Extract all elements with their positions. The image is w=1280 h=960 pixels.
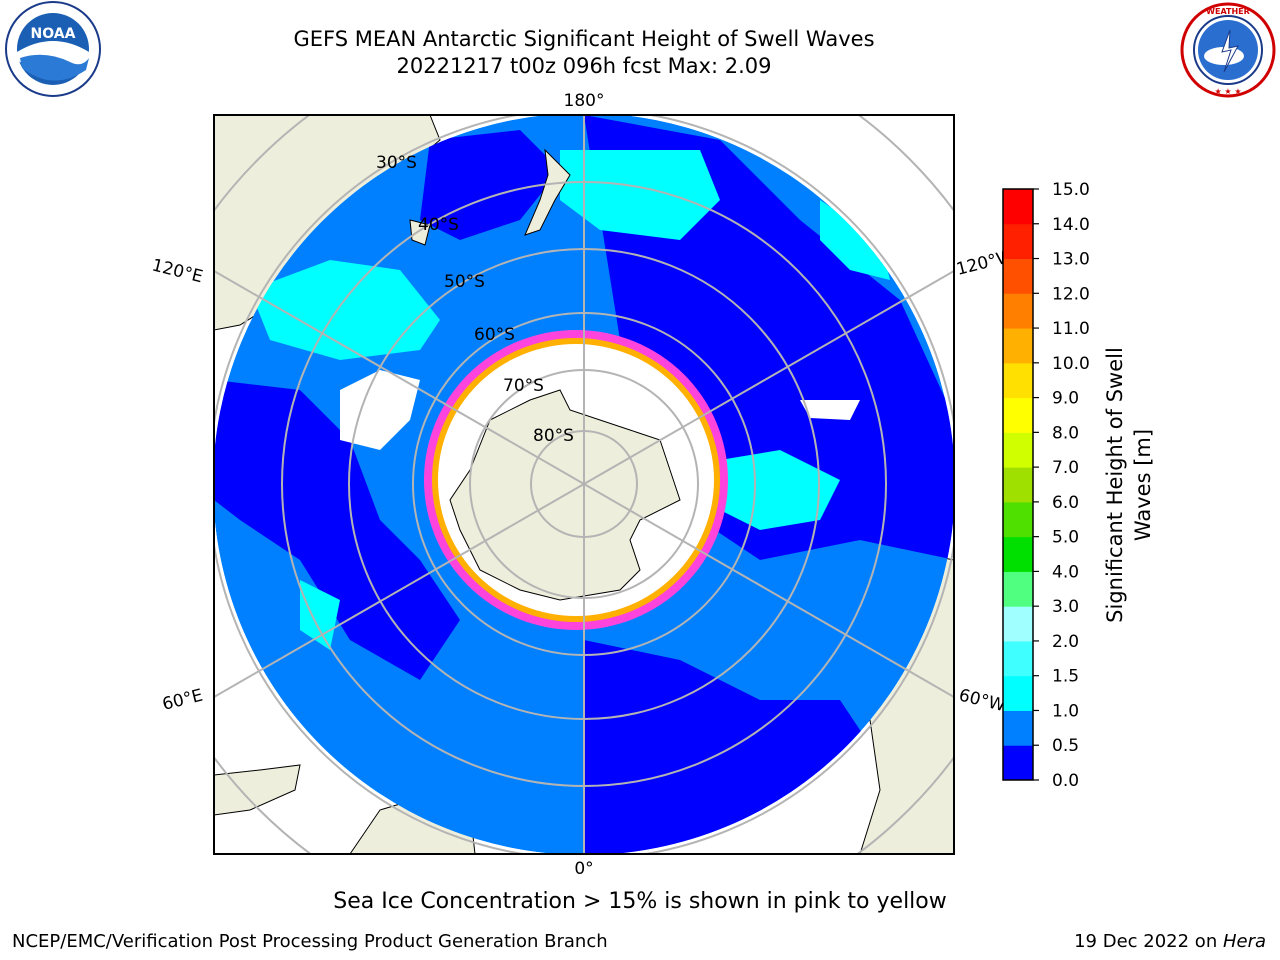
colorbar-tick-label: 12.0 bbox=[1052, 284, 1090, 304]
graticule bbox=[214, 115, 954, 854]
colorbar-label-line1: Significant Height of Swell bbox=[1103, 347, 1127, 623]
colorbar-segment bbox=[1003, 501, 1033, 538]
colorbar-tick-label: 0.5 bbox=[1052, 736, 1079, 756]
parallel-label-80s: 80°S bbox=[533, 426, 574, 446]
nws-logo-icon: WEATHER ★ ★ ★ bbox=[1180, 2, 1276, 98]
colorbar-tick-label: 2.0 bbox=[1052, 632, 1079, 652]
parallel-label-40s: 40°S bbox=[418, 215, 459, 235]
colorbar-segment bbox=[1003, 258, 1033, 294]
colorbar-segment bbox=[1003, 571, 1033, 607]
noaa-logo-text: NOAA bbox=[31, 26, 76, 42]
colorbar-label-line2: Waves [m] bbox=[1131, 429, 1155, 541]
chart-title: GEFS MEAN Antarctic Significant Height o… bbox=[293, 27, 875, 51]
meridian-label-60e: 60°E bbox=[160, 686, 204, 715]
colorbar-tick-label: 9.0 bbox=[1052, 389, 1079, 409]
colorbar-segment bbox=[1003, 675, 1033, 711]
colorbar-tick-label: 1.0 bbox=[1052, 701, 1079, 721]
parallel-label-60s: 60°S bbox=[474, 325, 515, 345]
colorbar-tick-label: 11.0 bbox=[1052, 319, 1090, 339]
colorbar-segment bbox=[1003, 328, 1033, 364]
parallel-label-70s: 70°S bbox=[503, 376, 544, 396]
colorbar-segment bbox=[1003, 606, 1033, 642]
colorbar-segment bbox=[1003, 362, 1033, 399]
footer-date: 19 Dec 2022 on Hera bbox=[1074, 931, 1266, 952]
colorbar-segment bbox=[1003, 467, 1033, 503]
footer-host: Hera bbox=[1222, 931, 1266, 952]
colorbar-frame bbox=[1002, 188, 1034, 781]
colorbar-segment bbox=[1003, 710, 1033, 746]
colorbar-tick-label: 0.0 bbox=[1052, 771, 1079, 791]
map-frame bbox=[213, 114, 955, 855]
footer-branch: NCEP/EMC/Verification Post Processing Pr… bbox=[12, 931, 608, 952]
colorbar-tick-label: 14.0 bbox=[1052, 215, 1090, 235]
colorbar-tick-label: 7.0 bbox=[1052, 458, 1079, 478]
colorbar-segment bbox=[1003, 745, 1033, 781]
colorbar-tick-label: 4.0 bbox=[1052, 562, 1079, 582]
colorbar-segment bbox=[1003, 536, 1033, 572]
meridian-label-180: 180° bbox=[564, 91, 605, 111]
colorbar-tick-label: 1.5 bbox=[1052, 667, 1079, 687]
sea-ice-note: Sea Ice Concentration > 15% is shown in … bbox=[333, 889, 947, 914]
colorbar-segment bbox=[1003, 189, 1033, 225]
meridian-label-0: 0° bbox=[574, 859, 593, 879]
meridian-label-60w: 60°W bbox=[957, 685, 1008, 716]
colorbar-segment bbox=[1003, 223, 1033, 260]
map-area bbox=[214, 115, 954, 854]
svg-text:WEATHER: WEATHER bbox=[1206, 7, 1250, 16]
colorbar-tick-label: 3.0 bbox=[1052, 597, 1079, 617]
footer-date-text: 19 Dec 2022 on bbox=[1074, 931, 1223, 952]
colorbar-tick-label: 15.0 bbox=[1052, 180, 1090, 200]
chart-subtitle: 20221217 t00z 096h fcst Max: 2.09 bbox=[396, 54, 772, 78]
colorbar-tick-label: 8.0 bbox=[1052, 423, 1079, 443]
colorbar-segment bbox=[1003, 293, 1033, 329]
colorbar-tick-label: 10.0 bbox=[1052, 354, 1090, 374]
colorbar-segment bbox=[1003, 432, 1033, 468]
parallel-label-50s: 50°S bbox=[444, 272, 485, 292]
colorbar-tick-label: 13.0 bbox=[1052, 250, 1090, 270]
colorbar: 0.0 0.5 1.0 1.5 2.0 3.0 4.0 5.0 6.0 7.0 8.0 9.0 10.0… bbox=[1002, 180, 1155, 791]
new-zealand-land bbox=[524, 148, 571, 236]
colorbar-tick-label: 6.0 bbox=[1052, 493, 1079, 513]
noaa-logo-icon: NOAA bbox=[5, 1, 101, 97]
colorbar-segment bbox=[1003, 640, 1033, 677]
colorbar-tick-label: 5.0 bbox=[1052, 528, 1079, 548]
parallel-label-30s: 30°S bbox=[376, 153, 417, 173]
africa-land bbox=[214, 764, 301, 816]
svg-text:★ ★ ★: ★ ★ ★ bbox=[1214, 87, 1241, 96]
meridian-label-120e: 120°E bbox=[150, 255, 205, 287]
colorbar-segment bbox=[1003, 397, 1033, 433]
